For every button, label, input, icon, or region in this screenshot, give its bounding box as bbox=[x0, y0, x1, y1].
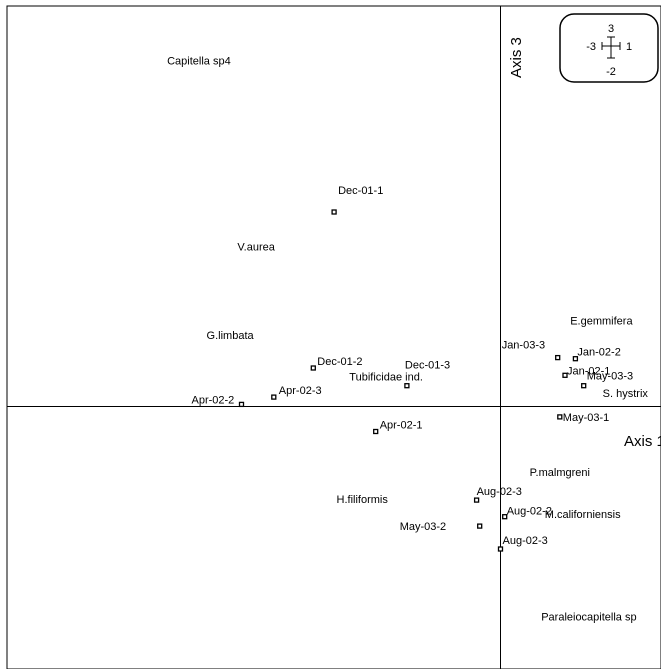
sample-label: Aug-02-2 bbox=[507, 506, 552, 518]
sample-point bbox=[477, 523, 483, 529]
sample-label: Aug-02-3 bbox=[477, 486, 522, 498]
sample-point bbox=[572, 356, 579, 362]
sample-label: Jan-02-1 bbox=[567, 365, 610, 377]
sample-label: Jan-03-3 bbox=[502, 340, 545, 352]
sample-label: Jan-02-2 bbox=[577, 347, 620, 359]
sample-point bbox=[581, 383, 587, 389]
sample-label: Dec-01-1 bbox=[338, 185, 383, 197]
species-label: E.gemmifera bbox=[570, 315, 633, 327]
sample-label: Dec-01-3 bbox=[405, 360, 450, 372]
scale-inset-left-label: -3 bbox=[586, 41, 596, 53]
species-label: H.filiformis bbox=[337, 494, 389, 506]
sample-label: Dec-01-2 bbox=[317, 356, 362, 368]
scale-inset-top-label: 3 bbox=[608, 23, 614, 35]
plot-frame bbox=[6, 5, 661, 669]
scale-inset-right-label: 1 bbox=[626, 41, 632, 53]
sample-point bbox=[271, 394, 277, 400]
species-label: P.malmgreni bbox=[530, 467, 590, 479]
species-label: Tubificidae ind. bbox=[349, 372, 423, 384]
species-label: Capitella sp4 bbox=[167, 55, 231, 67]
scale-inset: 3 -3 1 -2 bbox=[559, 13, 659, 83]
x-axis-label: Axis 1 bbox=[624, 433, 661, 450]
sample-point bbox=[404, 383, 410, 389]
sample-label: Apr-02-1 bbox=[380, 420, 423, 432]
species-label: M.californiensis bbox=[545, 509, 621, 521]
sample-point bbox=[473, 497, 480, 503]
sample-point bbox=[557, 414, 563, 420]
sample-point bbox=[555, 354, 561, 361]
sample-points: Dec-01-1 Dec-01-2 Dec-01-3 Apr-02-1 Apr-02-2… bbox=[192, 185, 633, 552]
species-labels: Capitella sp3Capitella sp4V.aureaG.limba… bbox=[167, 55, 649, 624]
sample-point bbox=[310, 365, 316, 371]
scale-inset-box bbox=[559, 13, 659, 83]
sample-point bbox=[497, 546, 504, 552]
sample-point bbox=[373, 428, 379, 435]
species-label: S. hystrix bbox=[603, 388, 649, 400]
sample-label: May-03-3 bbox=[587, 371, 633, 383]
species-label: G.limbata bbox=[207, 330, 255, 342]
scale-inset-bottom-label: -2 bbox=[606, 66, 616, 78]
sample-label: Apr-02-2 bbox=[192, 394, 235, 406]
sample-point bbox=[238, 401, 245, 408]
sample-label: Apr-02-3 bbox=[279, 385, 322, 397]
sample-label: Aug-02-3 bbox=[503, 535, 548, 547]
sample-point bbox=[502, 514, 508, 520]
species-label: V.aurea bbox=[237, 242, 275, 254]
sample-label: May-03-2 bbox=[400, 521, 446, 533]
species-label: Paraleiocapitella sp bbox=[541, 612, 636, 624]
sample-label: May-03-1 bbox=[563, 412, 609, 424]
y-axis-label: Axis 3 bbox=[508, 37, 525, 78]
sample-point bbox=[331, 209, 337, 215]
sample-point bbox=[562, 372, 568, 378]
